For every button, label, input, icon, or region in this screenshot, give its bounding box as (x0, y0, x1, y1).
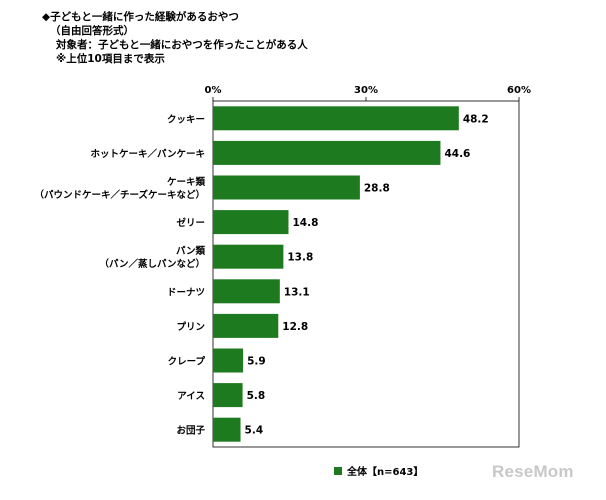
x-tick-label: 60% (507, 85, 531, 96)
data-label: 14.8 (292, 217, 318, 229)
category-label: クレープ (168, 356, 206, 368)
data-label: 48.2 (463, 113, 489, 125)
data-label: 5.4 (245, 425, 264, 437)
category-label: ホットケーキ／パンケーキ (91, 148, 205, 160)
chart-header: ◆子どもと一緒に作った経験があるおやつ （自由回答形式） 対象者：子どもと一緒に… (42, 10, 308, 66)
legend-swatch (334, 466, 342, 475)
bar (213, 417, 241, 442)
x-tick-label: 30% (354, 85, 378, 96)
chart-subtitle-note: ※上位10項目まで表示 (56, 53, 165, 65)
data-label: 44.6 (444, 148, 470, 160)
category-label: クッキー (167, 114, 205, 125)
data-label: 13.8 (287, 252, 313, 264)
category-label: ドーナツ (167, 287, 205, 298)
bar (213, 244, 284, 269)
category-label: （パウンドケーキ／チーズケーキなど） (34, 189, 205, 201)
category-label: ケーキ類 (167, 176, 206, 188)
chart-title: ◆子どもと一緒に作った経験があるおやつ (42, 11, 239, 23)
bar (213, 210, 289, 235)
data-label: 28.8 (364, 183, 390, 195)
x-tick-label: 0% (205, 85, 222, 96)
category-label: （パン／蒸しパンなど） (100, 258, 205, 270)
resemom-logo: ReseMom (492, 462, 574, 482)
bar (213, 348, 244, 373)
bar (213, 140, 441, 165)
category-label: お団子 (176, 426, 205, 437)
category-label: ゼリー (176, 217, 205, 229)
bar (213, 106, 459, 131)
chart-subtitle-format: （自由回答形式） (50, 25, 134, 37)
bar (213, 383, 243, 408)
data-label: 5.9 (247, 356, 266, 368)
bar (213, 313, 279, 338)
data-label: 12.8 (282, 321, 308, 333)
bar (213, 279, 280, 304)
chart-subtitle-target: 対象者：子どもと一緒におやつを作ったことがある人 (56, 39, 308, 51)
category-label: アイス (177, 391, 205, 402)
category-label: プリン (176, 321, 205, 333)
category-label: パン類 (176, 245, 205, 257)
data-label: 5.8 (247, 390, 266, 402)
legend-label: 全体【n=643】 (347, 467, 424, 478)
data-label: 13.1 (284, 286, 310, 298)
watermark-text: ReseMom (492, 462, 574, 481)
bar (213, 175, 360, 200)
legend: 全体【n=643】 (334, 463, 423, 478)
